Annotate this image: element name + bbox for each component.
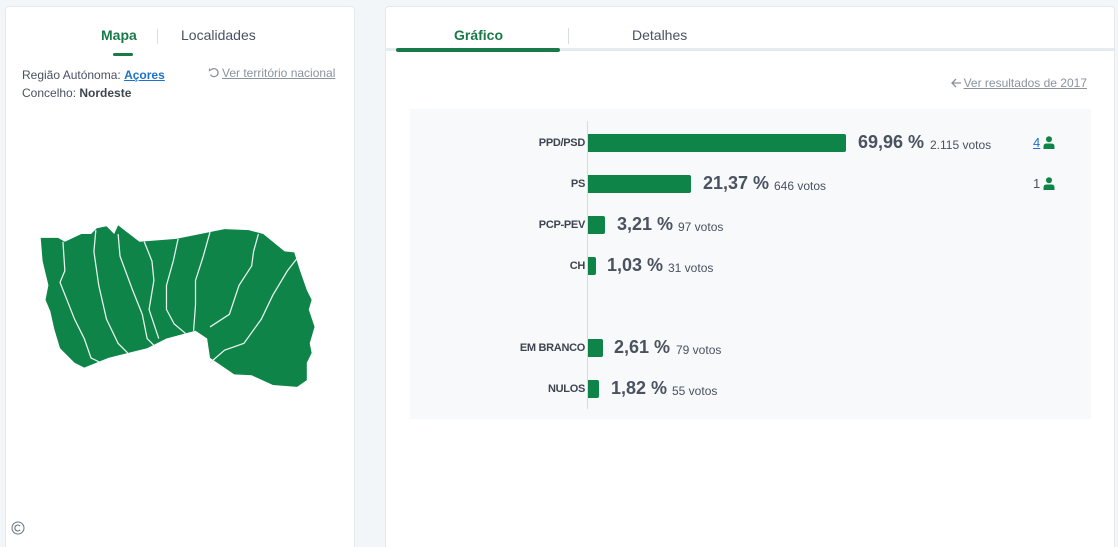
tab-grafico[interactable]: Gráfico <box>454 27 504 43</box>
municipality-map[interactable] <box>31 212 331 407</box>
national-link-text: Ver território nacional <box>222 66 336 80</box>
result-bar[interactable] <box>588 380 599 398</box>
region-row: Região Autónoma: Açores <box>22 66 165 84</box>
party-label: CH <box>569 260 586 272</box>
seats-count: 1 <box>1033 176 1055 191</box>
party-label: PS <box>570 178 585 190</box>
tab-mapa[interactable]: Mapa <box>101 27 137 56</box>
region-info: Região Autónoma: Açores Concelho: Nordes… <box>22 66 165 102</box>
votes-value: 97 votos <box>678 220 724 234</box>
tab-detalhes[interactable]: Detalhes <box>632 27 688 43</box>
percent-value: 69,96 % <box>858 132 925 152</box>
votes-value: 79 votos <box>676 343 722 357</box>
results-tabs: Gráfico Detalhes <box>386 7 1114 52</box>
results-chart: PPD/PSD 69,96 % 2.115 votos 4 PS 21,37 %… <box>410 109 1091 419</box>
seats-link[interactable]: 4 <box>1033 135 1041 150</box>
municipality-label: Concelho: <box>22 86 77 100</box>
result-bar[interactable] <box>588 257 596 275</box>
region-link[interactable]: Açores <box>124 68 165 82</box>
result-row: PPD/PSD 69,96 % 2.115 votos 4 <box>410 132 1091 153</box>
result-bar[interactable] <box>588 175 691 193</box>
percent-value: 1,03 % <box>607 255 664 275</box>
previous-results-link[interactable]: Ver resultados de 2017 <box>950 76 1087 90</box>
map-card: Mapa Localidades Região Autónoma: Açores… <box>5 6 355 547</box>
municipality-row: Concelho: Nordeste <box>22 84 165 102</box>
chart-axis <box>587 121 588 409</box>
result-bar[interactable] <box>588 134 846 152</box>
seats-number: 1 <box>1033 176 1041 191</box>
category-label: EM BRANCO <box>519 342 585 354</box>
percent-value: 21,37 % <box>703 173 770 193</box>
tab-separator <box>157 29 158 44</box>
percent-value: 2,61 % <box>614 337 671 357</box>
copyright-icon[interactable] <box>11 521 25 535</box>
municipality-value: Nordeste <box>79 86 132 100</box>
votes-value: 646 votos <box>774 179 827 193</box>
arrow-left-icon <box>950 78 961 88</box>
result-row: PCP-PEV 3,21 % 97 votos <box>410 214 1091 235</box>
result-row-null: NULOS 1,82 % 55 votos <box>410 378 1091 399</box>
result-row-blank: EM BRANCO 2,61 % 79 votos <box>410 337 1091 358</box>
previous-results-text: Ver resultados de 2017 <box>963 76 1087 90</box>
result-bar[interactable] <box>588 339 603 357</box>
category-label: NULOS <box>547 383 585 395</box>
undo-icon <box>208 67 219 78</box>
party-label: PCP-PEV <box>538 219 586 231</box>
person-icon <box>1043 177 1055 190</box>
votes-value: 55 votos <box>672 384 718 398</box>
votes-value: 2.115 votos <box>930 138 992 152</box>
seats-count[interactable]: 4 <box>1033 135 1055 150</box>
result-row: PS 21,37 % 646 votos 1 <box>410 173 1091 194</box>
region-label: Região Autónoma: <box>22 68 121 82</box>
map-tabs: Mapa Localidades <box>6 27 354 57</box>
tab-separator <box>568 28 569 44</box>
results-card: Gráfico Detalhes Ver resultados de 2017 … <box>385 6 1115 547</box>
votes-value: 31 votos <box>668 261 714 275</box>
person-icon <box>1043 136 1055 149</box>
active-tab-indicator <box>396 48 560 52</box>
result-bar[interactable] <box>588 216 605 234</box>
national-territory-link[interactable]: Ver território nacional <box>208 66 335 80</box>
party-label: PPD/PSD <box>538 137 586 149</box>
result-row: CH 1,03 % 31 votos <box>410 255 1091 276</box>
percent-value: 3,21 % <box>617 214 674 234</box>
percent-value: 1,82 % <box>611 378 668 398</box>
tab-localidades[interactable]: Localidades <box>181 27 256 43</box>
